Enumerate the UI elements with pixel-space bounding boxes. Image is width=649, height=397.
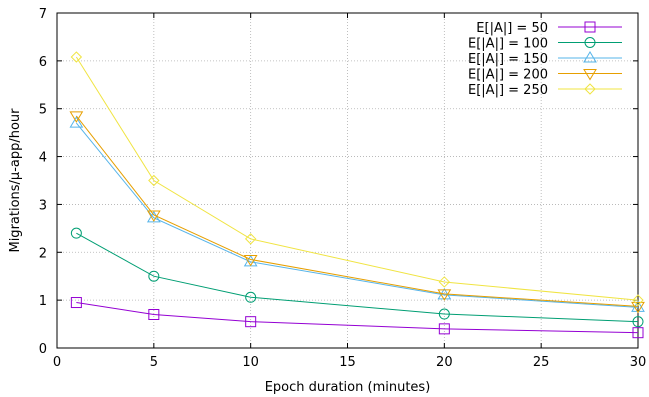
series-layer [69, 51, 645, 339]
data-point [632, 327, 644, 339]
series-line [76, 232, 639, 323]
legend-marker [583, 51, 597, 63]
data-point [70, 227, 82, 239]
series-1 [70, 297, 644, 339]
y-axis-label: Migrations/µ-app/hour [8, 108, 23, 253]
series-line [75, 122, 639, 308]
legend-marker [584, 37, 596, 48]
data-point [243, 254, 258, 267]
data-point [69, 116, 84, 128]
series-line [76, 302, 639, 334]
data-point [245, 316, 257, 328]
data-point [632, 316, 644, 328]
series-line [75, 56, 639, 301]
data-point [146, 210, 161, 222]
y-tick-label: 3 [39, 198, 47, 213]
legend-label: E[|A|] = 150 [468, 52, 548, 67]
axis-ticks: 0 5 10 15 20 25 30 0 1 2 3 4 5 6 7 [39, 7, 647, 370]
legend-item: E[|A|] = 150 [468, 51, 622, 67]
data-point [70, 51, 83, 63]
y-tick-label: 5 [39, 103, 47, 118]
legend-label: E[|A|] = 200 [468, 68, 548, 83]
x-tick-label: 20 [436, 355, 453, 370]
x-tick-label: 0 [53, 355, 61, 370]
data-point [70, 297, 82, 309]
data-point [631, 301, 645, 314]
y-tick-label: 4 [39, 151, 47, 166]
x-tick-label: 15 [339, 355, 356, 370]
x-axis-label: Epoch duration (minutes) [265, 380, 431, 395]
legend-label: E[|A|] = 250 [468, 83, 548, 98]
legend-item: E[|A|] = 100 [468, 37, 622, 52]
legend-item: E[|A|] = 200 [468, 68, 622, 83]
data-point [438, 308, 450, 320]
legend-label: E[|A|] = 50 [476, 21, 548, 36]
series-line [75, 115, 639, 307]
data-point [148, 270, 160, 282]
data-point [69, 111, 84, 123]
y-tick-label: 0 [39, 342, 47, 357]
data-point [148, 174, 160, 187]
legend-marker [584, 21, 596, 33]
legend-label: E[|A|] = 100 [468, 37, 548, 52]
x-tick-label: 10 [242, 355, 259, 370]
legend-marker [583, 69, 597, 81]
data-point [244, 233, 257, 245]
data-point [148, 309, 160, 320]
y-tick-label: 7 [39, 7, 47, 22]
data-point [438, 323, 450, 335]
x-tick-label: 25 [533, 355, 550, 370]
data-point [437, 289, 452, 301]
series-5 [70, 51, 644, 306]
data-point [632, 294, 644, 306]
series-2 [70, 227, 644, 328]
y-tick-label: 6 [39, 55, 47, 70]
y-tick-label: 1 [39, 294, 47, 309]
x-tick-label: 5 [150, 355, 158, 370]
legend-marker [584, 83, 596, 95]
x-tick-label: 30 [630, 355, 647, 370]
data-point [438, 276, 451, 288]
y-tick-label: 2 [39, 246, 47, 261]
legend-item: E[|A|] = 50 [476, 21, 622, 36]
data-point [245, 291, 257, 303]
series-4 [69, 111, 645, 314]
legend-item: E[|A|] = 250 [468, 83, 622, 98]
